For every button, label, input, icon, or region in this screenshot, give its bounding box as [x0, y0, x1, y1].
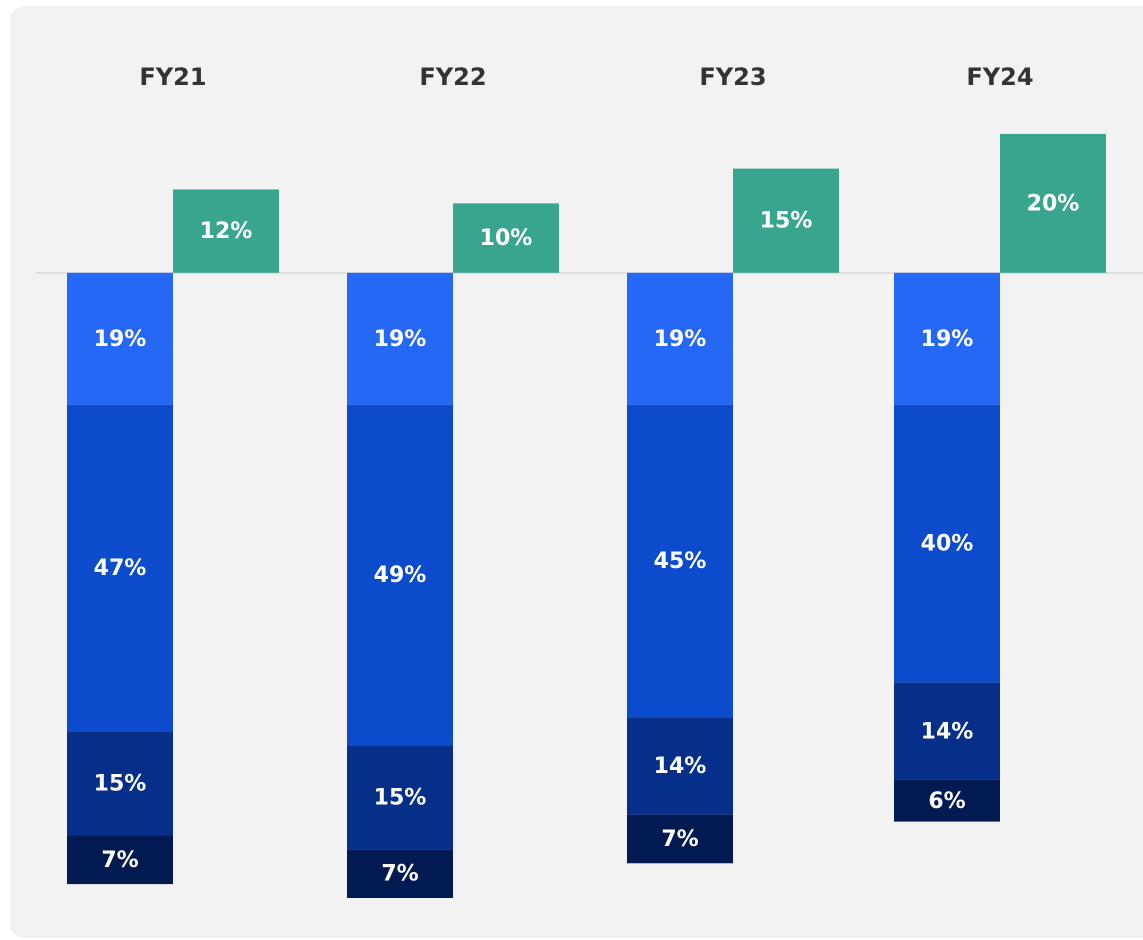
data-label: 19% [654, 327, 707, 352]
bar-segment [894, 779, 1000, 822]
bar-segment [894, 682, 1000, 780]
data-label: 7% [381, 862, 418, 887]
bar-segment [347, 849, 453, 898]
bar-segment [733, 168, 839, 273]
bar-segment [627, 717, 733, 815]
bar-segment [67, 272, 173, 405]
data-label: 15% [94, 771, 147, 796]
data-label: 12% [200, 219, 253, 244]
bar-segment [627, 404, 733, 718]
category-label: FY21 [139, 63, 206, 91]
bar-segment [347, 404, 453, 746]
bar-segment [173, 189, 279, 273]
bar-segment [453, 203, 559, 273]
data-label: 15% [374, 785, 427, 810]
category-label: FY24 [966, 63, 1033, 91]
bar-segment [67, 404, 173, 732]
data-label: 7% [101, 848, 138, 873]
bar-segment [627, 814, 733, 864]
data-label: 20% [1027, 191, 1080, 216]
bar-segment [894, 404, 1000, 683]
bar-segment [347, 745, 453, 850]
bar-segment [67, 835, 173, 885]
data-label: 19% [374, 327, 427, 352]
category-label: FY22 [419, 63, 486, 91]
bar-segment [67, 731, 173, 836]
data-label: 45% [654, 549, 707, 574]
data-label: 10% [480, 226, 533, 251]
bar-segment [627, 272, 733, 405]
bar-segment [1000, 133, 1106, 273]
data-label: 14% [921, 719, 974, 744]
data-label: 19% [921, 327, 974, 352]
card-background [10, 6, 1143, 938]
data-label: 6% [928, 789, 965, 814]
data-label: 14% [654, 754, 707, 779]
data-label: 40% [921, 532, 974, 557]
data-label: 15% [760, 209, 813, 234]
category-label: FY23 [699, 63, 766, 91]
bar-segment [347, 272, 453, 405]
data-label: 47% [94, 556, 147, 581]
data-label: 49% [374, 563, 427, 588]
data-label: 19% [94, 327, 147, 352]
bar-segment [894, 272, 1000, 405]
data-label: 7% [661, 827, 698, 852]
